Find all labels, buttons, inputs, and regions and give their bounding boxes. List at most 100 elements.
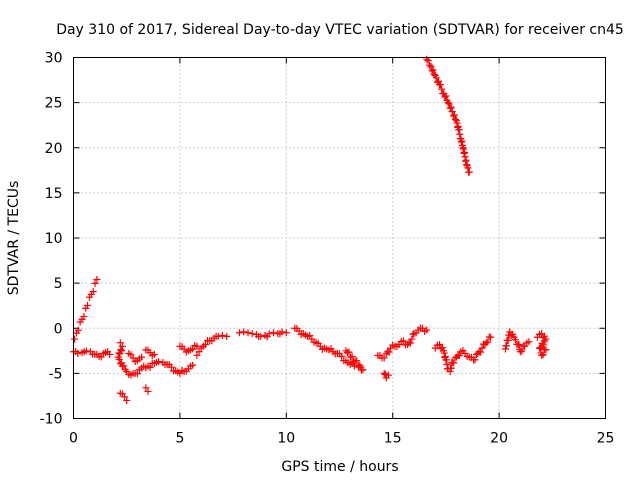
data-point xyxy=(135,355,143,363)
data-point xyxy=(401,341,409,349)
data-point xyxy=(293,325,301,333)
data-point xyxy=(515,341,523,349)
data-point xyxy=(218,331,226,339)
data-point xyxy=(115,349,123,357)
data-point xyxy=(71,335,79,343)
data-point xyxy=(310,338,318,346)
data-point xyxy=(84,301,92,309)
data-point xyxy=(511,336,519,344)
data-point xyxy=(255,333,263,341)
data-point xyxy=(451,116,459,124)
data-point xyxy=(437,81,445,89)
data-point xyxy=(350,358,358,366)
data-point xyxy=(478,344,486,352)
data-point xyxy=(538,339,546,347)
data-point xyxy=(191,341,199,349)
data-point xyxy=(458,141,466,149)
data-point xyxy=(464,164,472,172)
data-point xyxy=(384,371,392,379)
data-point xyxy=(148,359,156,367)
data-point xyxy=(412,329,420,337)
data-point xyxy=(380,369,388,377)
data-point xyxy=(477,348,485,356)
data-point xyxy=(539,334,547,342)
data-point xyxy=(424,57,432,65)
data-point xyxy=(127,351,135,359)
data-point xyxy=(450,359,458,367)
y-tick-label: 15 xyxy=(45,186,63,202)
data-point xyxy=(421,327,429,335)
data-point xyxy=(336,350,343,358)
data-point xyxy=(170,367,178,375)
data-point xyxy=(178,343,186,351)
data-point xyxy=(120,362,128,370)
data-point xyxy=(342,347,350,355)
data-point xyxy=(442,92,450,100)
chart-title: Day 310 of 2017, Sidereal Day-to-day VTE… xyxy=(56,22,624,38)
data-point xyxy=(347,353,355,361)
data-point xyxy=(121,366,129,374)
data-point xyxy=(174,368,182,376)
data-point xyxy=(152,359,160,367)
x-tick-label: 25 xyxy=(597,431,615,447)
data-point xyxy=(131,358,139,366)
data-point xyxy=(540,346,548,354)
data-point xyxy=(117,346,125,354)
data-point xyxy=(91,279,99,287)
data-point xyxy=(270,329,278,337)
x-tick-label: 0 xyxy=(69,431,78,447)
data-point xyxy=(437,345,445,353)
y-tick-label: -5 xyxy=(49,366,63,382)
y-axis-label: SDTVAR / TECUs xyxy=(6,181,22,296)
data-point xyxy=(235,329,243,337)
data-point xyxy=(306,332,314,340)
data-point xyxy=(182,367,190,375)
data-point xyxy=(385,348,393,356)
data-point xyxy=(133,370,141,378)
data-point xyxy=(89,288,97,296)
data-point xyxy=(123,396,131,404)
data-point xyxy=(340,357,348,365)
data-point xyxy=(416,324,424,332)
data-point xyxy=(343,349,351,357)
y-tick-labels: -10 -5 0 5 10 15 20 25 30 xyxy=(40,51,63,428)
plot-frame xyxy=(73,57,606,419)
data-points xyxy=(70,55,550,404)
x-tick-label: 20 xyxy=(490,431,508,447)
data-point xyxy=(467,353,475,361)
data-point xyxy=(459,346,467,354)
data-point xyxy=(463,161,471,169)
data-point xyxy=(433,341,441,349)
data-point xyxy=(244,329,252,337)
data-point xyxy=(195,348,203,356)
data-point xyxy=(148,352,156,360)
grid xyxy=(73,57,606,419)
data-point xyxy=(116,339,124,347)
data-point xyxy=(116,350,124,358)
data-point xyxy=(441,352,449,360)
data-point xyxy=(74,326,82,334)
data-point xyxy=(182,348,190,356)
data-point xyxy=(397,338,405,346)
data-point xyxy=(509,330,517,338)
data-point xyxy=(101,349,109,357)
data-point xyxy=(144,346,152,354)
data-point xyxy=(408,335,416,343)
data-point xyxy=(539,351,547,359)
y-tick-label: 0 xyxy=(54,321,63,337)
data-point xyxy=(518,347,526,355)
data-point xyxy=(446,104,454,112)
data-point xyxy=(116,360,124,368)
data-point xyxy=(429,66,437,74)
x-axis-label: GPS time / hours xyxy=(281,459,398,475)
data-point xyxy=(282,329,290,337)
data-point xyxy=(393,342,401,350)
data-point xyxy=(97,353,105,361)
data-point xyxy=(327,345,335,353)
data-point xyxy=(389,341,397,349)
data-point xyxy=(80,312,88,320)
data-point xyxy=(376,352,384,360)
data-point xyxy=(187,346,195,354)
data-point xyxy=(536,344,544,352)
